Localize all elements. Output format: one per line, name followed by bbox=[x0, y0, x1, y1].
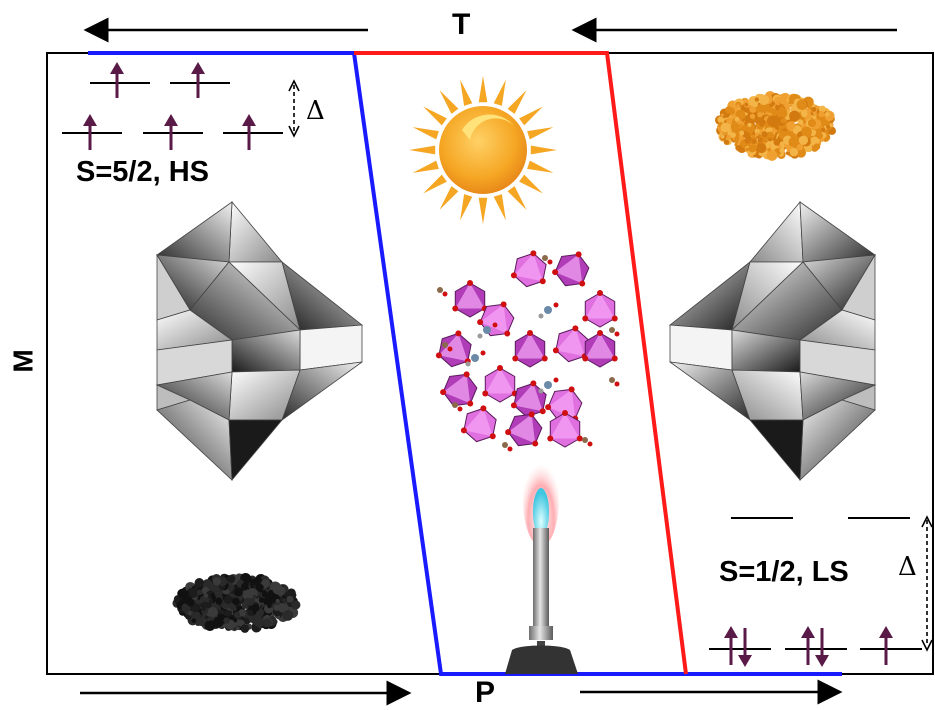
hs-electron-arrows bbox=[83, 62, 256, 150]
magnetism-axis-label: M bbox=[7, 349, 39, 373]
temperature-axis-label: T bbox=[452, 8, 471, 41]
pressure-axis-label: P bbox=[475, 676, 496, 709]
high-spin-state-label: S=5/2, HS bbox=[76, 156, 209, 188]
diamond-anvil-icon bbox=[668, 200, 877, 482]
powder-sample-icon bbox=[715, 91, 836, 161]
diamond-anvil-icon bbox=[155, 200, 364, 482]
hs-orbital-diagram bbox=[62, 82, 283, 134]
sun-icon bbox=[409, 76, 557, 224]
crystal-structure-icon bbox=[435, 250, 620, 452]
bunsen-burner-icon bbox=[505, 454, 578, 674]
hs-boundary-line bbox=[88, 51, 842, 676]
powder-sample-icon bbox=[172, 572, 301, 633]
ls-orbital-diagram bbox=[709, 517, 922, 650]
hs-gap-symbol: Δ bbox=[306, 96, 325, 126]
low-spin-state-label: S=1/2, LS bbox=[719, 556, 849, 588]
ls-electron-arrows bbox=[724, 626, 893, 667]
ls-boundary-line bbox=[354, 51, 688, 675]
ls-gap-symbol: Δ bbox=[898, 552, 917, 582]
